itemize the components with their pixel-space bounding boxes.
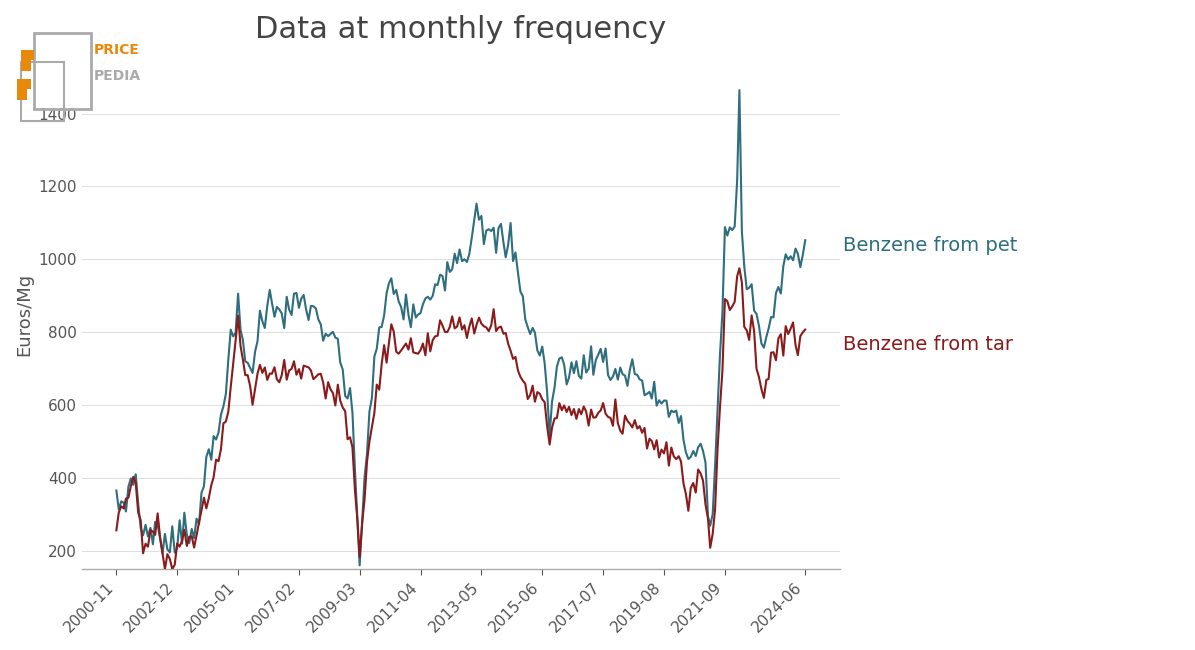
Text: Benzene from pet: Benzene from pet [844,235,1018,255]
Text: Benzene from tar: Benzene from tar [844,335,1013,354]
Title: Data at monthly frequency: Data at monthly frequency [256,15,667,44]
Polygon shape [20,49,35,71]
Text: PEDIA: PEDIA [93,70,141,83]
Polygon shape [17,79,31,100]
Text: PRICE: PRICE [93,42,139,57]
Y-axis label: Euros/Mg: Euros/Mg [16,272,33,356]
